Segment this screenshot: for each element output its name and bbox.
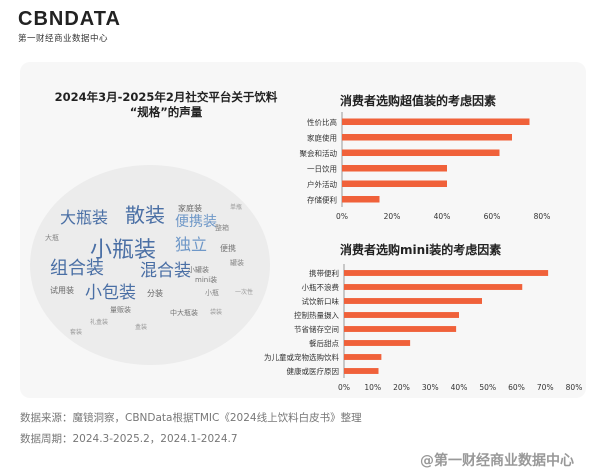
category-label: 携带便利 — [309, 268, 339, 278]
word-cloud-term: 袋装 — [210, 309, 223, 316]
word-cloud-term: 单瓶 — [230, 204, 243, 211]
word-cloud-term: 便携装 — [175, 214, 217, 230]
word-cloud-term: 罐装 — [230, 259, 244, 267]
category-label: 性价比高 — [307, 117, 337, 127]
word-cloud-term: 家庭装 — [178, 204, 202, 213]
category-label: 存储便利 — [307, 194, 337, 204]
word-cloud-term: 组合装 — [50, 258, 104, 279]
bar — [342, 180, 447, 188]
word-cloud-term: 试用装 — [50, 286, 74, 295]
category-label: 为儿童或宠物选购饮料 — [264, 352, 339, 362]
bar — [344, 354, 382, 360]
category-label: 小瓶不浪费 — [302, 282, 340, 292]
word-cloud-term: 大瓶装 — [60, 208, 109, 227]
x-tick-label: 0% — [338, 383, 350, 392]
category-label: 户外活动 — [307, 179, 337, 189]
word-cloud-term: 小罐装 — [188, 266, 209, 274]
x-tick-label: 0% — [336, 212, 348, 221]
word-cloud-term: 散装 — [125, 203, 165, 227]
bar — [344, 298, 482, 304]
x-tick-label: 20% — [393, 383, 410, 392]
x-tick-label: 50% — [479, 383, 496, 392]
x-tick-label: 40% — [451, 383, 468, 392]
category-label: 控制热量摄入 — [294, 310, 339, 320]
wordcloud-title-line2: “规格”的声量 — [129, 105, 203, 119]
mini-pack-factors-chart: 携带便利小瓶不浪费试饮新口味控制热量摄入节省储存空间餐后甜点为儿童或宠物选购饮料… — [264, 264, 583, 392]
word-cloud-term: 独立 — [175, 235, 208, 254]
word-cloud-term: 便携 — [220, 244, 236, 253]
category-label: 试饮新口味 — [302, 296, 340, 306]
word-cloud-term: 分装 — [147, 289, 163, 298]
bar — [344, 326, 457, 332]
x-tick-label: 80% — [534, 212, 551, 221]
bar — [342, 118, 530, 126]
category-label: 健康或医疗原因 — [287, 366, 340, 376]
brand-logo: CBNDATA 第一财经商业数据中心 — [18, 8, 121, 44]
footer-period: 数据周期：2024.3-2025.2，2024.1-2024.7 — [20, 433, 238, 445]
x-tick-label: 40% — [434, 212, 451, 221]
chart2-title: 消费者选购mini装的考虑因素 — [340, 243, 502, 257]
wordcloud-title: 2024年3月-2025年2月社交平台关于饮料 “规格”的声量 — [26, 90, 306, 120]
x-tick-label: 60% — [484, 212, 501, 221]
x-tick-label: 10% — [364, 383, 381, 392]
word-cloud-term: 小瓶 — [205, 289, 219, 297]
bar — [342, 195, 380, 203]
brand-name: CBNDATA — [18, 8, 121, 30]
bar — [342, 164, 447, 172]
word-cloud-term: 套装 — [70, 329, 83, 336]
bar — [342, 133, 512, 141]
word-cloud-term: 盒装 — [135, 324, 148, 331]
category-label: 餐后甜点 — [309, 338, 339, 348]
word-cloud-term: 一次性 — [235, 289, 254, 296]
word-cloud-term: 小包装 — [85, 283, 136, 303]
word-cloud: 小瓶装 散装 大瓶装组合装 混合装 小包装 独立 便携装分装 试用装 家庭装小罐装 mini装量贩… — [30, 165, 270, 365]
x-tick-label: 30% — [422, 383, 439, 392]
x-tick-label: 80% — [566, 383, 583, 392]
word-cloud-term: mini装 — [195, 276, 218, 284]
word-cloud-term: 小瓶装 — [90, 238, 157, 263]
bar — [344, 368, 379, 374]
category-label: 一日饮用 — [307, 163, 337, 173]
wordcloud-title-line1: 2024年3月-2025年2月社交平台关于饮料 — [54, 90, 278, 104]
category-label: 聚会和活动 — [300, 148, 338, 158]
bar — [344, 340, 411, 346]
bar — [344, 312, 459, 318]
bar — [342, 149, 500, 157]
word-cloud-background — [30, 165, 270, 365]
category-label: 家庭使用 — [307, 132, 337, 142]
word-cloud-term: 混合装 — [140, 261, 191, 281]
x-tick-label: 60% — [508, 383, 525, 392]
chart1-title: 消费者选购超值装的考虑因素 — [340, 94, 497, 108]
brand-subtitle: 第一财经商业数据中心 — [18, 34, 109, 44]
footer-source: 数据来源：魔镜洞察，CBNData根据TMIC《2024线上饮料白皮书》整理 — [20, 412, 362, 424]
word-cloud-term: 量贩装 — [110, 306, 131, 314]
word-cloud-term: 礼盒装 — [90, 319, 109, 326]
word-cloud-term: 中大瓶装 — [170, 309, 198, 317]
watermark: @第一财经商业数据中心 — [420, 453, 574, 469]
bar — [344, 284, 523, 290]
bar — [344, 270, 549, 276]
x-tick-label: 70% — [537, 383, 554, 392]
word-cloud-term: 整箱 — [215, 224, 229, 232]
word-cloud-term: 大瓶 — [45, 234, 59, 242]
category-label: 节省储存空间 — [294, 324, 339, 334]
x-tick-label: 20% — [384, 212, 401, 221]
